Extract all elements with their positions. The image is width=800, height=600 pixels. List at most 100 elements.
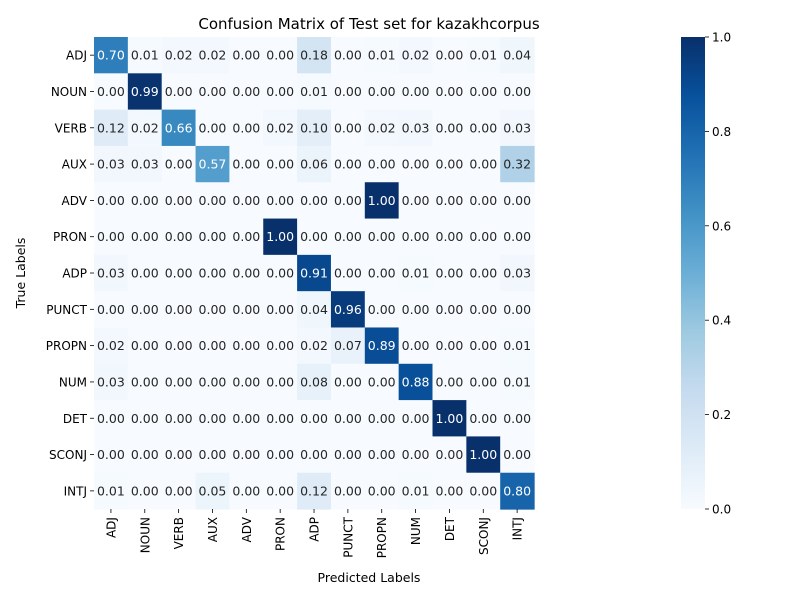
- heatmap-cell: [330, 145, 366, 183]
- cell-value-label: 0.00: [266, 338, 294, 353]
- cell-value-label: 0.00: [266, 48, 294, 63]
- heatmap-cell: [432, 37, 467, 74]
- cell-value-label: 0.18: [300, 48, 328, 63]
- cell-value-label: 0.88: [402, 374, 430, 389]
- cell-value-label: 0.00: [368, 447, 396, 462]
- colorbar-tick-label: 0.2: [712, 408, 731, 422]
- heatmap-cell: [263, 254, 298, 292]
- cell-value-label: 0.00: [503, 193, 531, 208]
- row-tick-label: PUNCT: [46, 303, 87, 317]
- cell-value-label: 0.00: [232, 229, 260, 244]
- cell-value-label: 0.00: [232, 338, 260, 353]
- heatmap-cell: [94, 363, 129, 401]
- heatmap-cell: [229, 327, 264, 365]
- heatmap-cell: [432, 145, 467, 183]
- cell-value-label: 0.00: [131, 374, 159, 389]
- cell-value-label: 0.00: [300, 447, 328, 462]
- cell-value-label: 0.00: [469, 266, 497, 281]
- heatmap-cell: [398, 37, 434, 74]
- cell-value-label: 0.00: [300, 229, 328, 244]
- cell-value-label: 0.00: [165, 302, 193, 317]
- heatmap-cell: [94, 436, 129, 474]
- cell-value-label: 0.00: [165, 411, 193, 426]
- heatmap-cell: [94, 73, 129, 111]
- cell-value-label: 0.00: [469, 157, 497, 172]
- cell-value-label: 0.00: [503, 447, 531, 462]
- heatmap-cell: [466, 109, 501, 147]
- heatmap-cell: [127, 363, 163, 401]
- heatmap-cell: [398, 472, 434, 510]
- heatmap-cell: [161, 73, 197, 111]
- cell-value-label: 0.00: [165, 447, 193, 462]
- cell-value-label: 0.00: [334, 266, 362, 281]
- cell-value-label: 0.00: [165, 157, 193, 172]
- cell-value-label: 1.00: [436, 411, 464, 426]
- colorbar-tick-label: 1.0: [712, 31, 731, 45]
- heatmap-cell: [195, 182, 230, 220]
- heatmap-cell: [263, 109, 298, 147]
- cell-value-label: 0.00: [232, 302, 260, 317]
- heatmap-cell: [94, 145, 129, 183]
- heatmap-cell: [500, 182, 535, 220]
- cell-value-label: 0.00: [266, 84, 294, 99]
- heatmap-cell: [398, 254, 434, 292]
- cell-value-label: 0.00: [131, 229, 159, 244]
- cell-value-label: 0.57: [199, 157, 227, 172]
- heatmap-cell: [195, 472, 230, 510]
- cell-value-label: 0.00: [131, 483, 159, 498]
- heatmap-cell: [127, 254, 163, 292]
- heatmap-cell: [195, 436, 230, 474]
- cell-value-label: 0.00: [469, 302, 497, 317]
- cell-value-label: 0.00: [368, 84, 396, 99]
- heatmap-cell: [398, 182, 434, 220]
- heatmap-cell: [330, 254, 366, 292]
- colorbar-tick-label: 0.4: [712, 314, 731, 328]
- heatmap-cell: [500, 218, 535, 256]
- cell-value-label: 0.00: [334, 447, 362, 462]
- cell-value-label: 0.00: [402, 157, 430, 172]
- col-tick-label: PROPN: [375, 517, 389, 558]
- heatmap-cell: [263, 182, 298, 220]
- cell-value-label: 0.00: [232, 374, 260, 389]
- row-tick-label: VERB: [55, 121, 87, 135]
- heatmap-cell: [161, 436, 197, 474]
- heatmap-cell: [195, 327, 230, 365]
- heatmap-cell: [229, 254, 264, 292]
- heatmap-cell: [127, 472, 163, 510]
- cell-value-label: 0.00: [199, 447, 227, 462]
- heatmap-cell: [297, 400, 332, 438]
- heatmap-cell: [364, 327, 400, 365]
- heatmap-cell: [94, 400, 129, 438]
- heatmap-cell: [263, 327, 298, 365]
- cell-value-label: 0.02: [402, 48, 430, 63]
- heatmap-cells: 0.70 0.01 0.02 0.02 0.00 0.00 0.18 0.00 0.01 0.02…: [94, 37, 535, 510]
- cell-value-label: 0.00: [436, 193, 464, 208]
- heatmap-cell: [364, 109, 400, 147]
- heatmap-cell: [364, 363, 400, 401]
- heatmap-cell: [330, 400, 366, 438]
- cell-value-label: 0.00: [503, 229, 531, 244]
- cell-value-label: 0.00: [232, 84, 260, 99]
- heatmap-cell: [398, 436, 434, 474]
- cell-value-label: 0.05: [199, 483, 227, 498]
- cell-value-label: 0.04: [300, 302, 328, 317]
- col-tick-label: INTJ: [511, 517, 525, 540]
- heatmap-cell: [364, 291, 400, 329]
- cell-value-label: 0.80: [503, 483, 531, 498]
- cell-value-label: 0.01: [402, 266, 430, 281]
- row-tick-label: AUX: [62, 158, 87, 172]
- cell-value-label: 0.00: [266, 483, 294, 498]
- row-tick-labels: ADJ NOUN VERB AUX ADV PRON ADP PUNCT PROPN NUM DET…: [46, 49, 94, 498]
- heatmap-cell: [263, 218, 298, 256]
- cell-value-label: 0.00: [131, 266, 159, 281]
- cell-value-label: 0.00: [199, 266, 227, 281]
- cell-value-label: 0.00: [97, 302, 125, 317]
- heatmap-cell: [161, 400, 197, 438]
- heatmap-cell: [398, 400, 434, 438]
- heatmap-cell: [398, 145, 434, 183]
- cell-value-label: 0.00: [503, 84, 531, 99]
- cell-value-label: 0.07: [334, 338, 362, 353]
- heatmap-cell: [466, 218, 501, 256]
- heatmap-cell: [330, 363, 366, 401]
- cell-value-label: 0.01: [368, 48, 396, 63]
